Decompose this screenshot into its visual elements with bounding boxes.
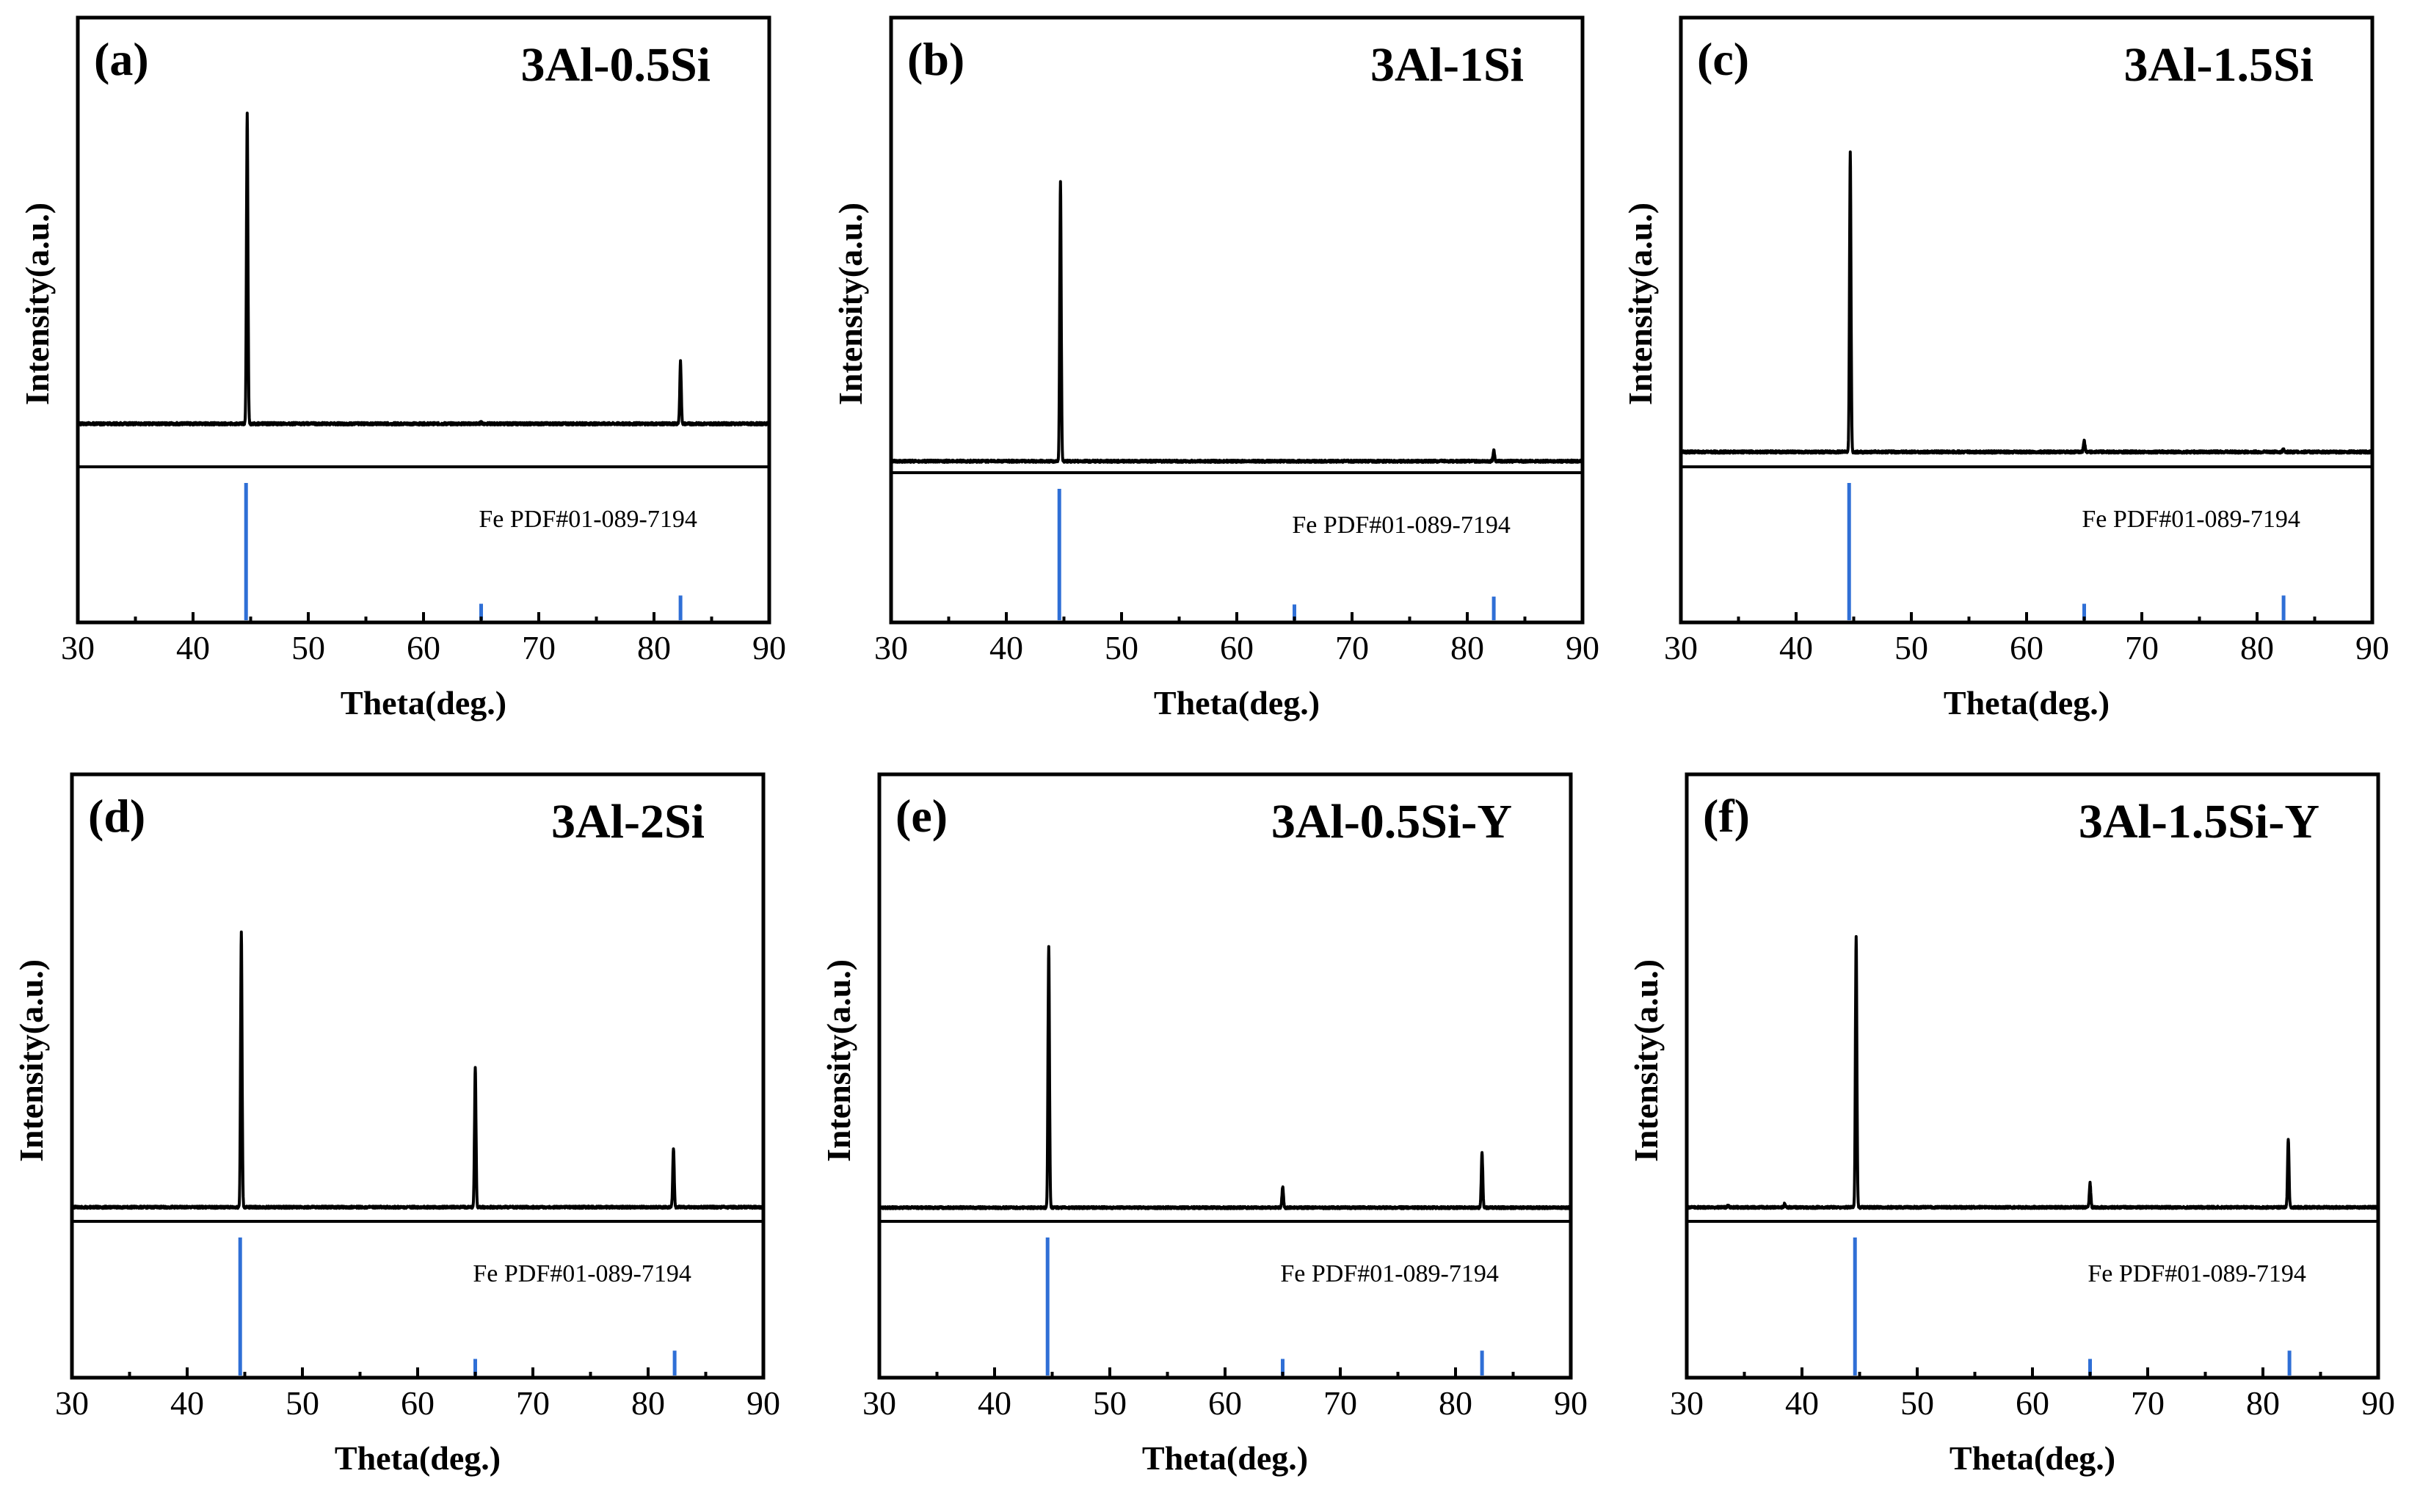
x-tick-label: 70 [516,1384,550,1422]
x-tick-label: 60 [2016,1384,2049,1422]
x-tick-label: 50 [1105,629,1138,666]
xrd-pattern-line [76,112,771,426]
reference-label: Fe PDF#01-089-7194 [2088,1260,2306,1287]
x-axis-title: Theta(deg.) [1950,1439,2115,1477]
chart-panel: Fe PDF#01-089-7194 30 40 50 60 70 80 90 Theta(de… [18,15,786,722]
panel-label: (d) [88,790,145,842]
x-tick-label: 60 [2010,629,2043,666]
chart-panel: Fe PDF#01-089-7194 30 40 50 60 70 80 90 Theta(de… [1627,772,2395,1477]
x-tick-label: 30 [1664,629,1698,666]
y-axis-title: Intensity(a.u.) [1621,203,1659,405]
y-axis-title: Intensity(a.u.) [820,959,857,1162]
panel-label: (b) [907,33,964,85]
x-tick-label: 80 [2240,629,2274,666]
y-axis-title: Intensity(a.u.) [832,203,869,405]
x-tick-label: 70 [2131,1384,2165,1422]
y-axis-title: Intensity(a.u.) [18,203,56,405]
reference-label: Fe PDF#01-089-7194 [473,1260,691,1287]
panel-label: (e) [895,790,948,842]
x-tick-label: 30 [61,629,95,666]
x-tick-label: 90 [2361,1384,2395,1422]
panel-label: (f) [1703,790,1750,842]
x-axis-title: Theta(deg.) [341,684,506,722]
x-tick-label: 70 [2125,629,2159,666]
x-tick-label: 60 [1220,629,1254,666]
x-tick-label: 90 [752,629,786,666]
x-tick-label: 40 [1779,629,1813,666]
x-tick-label: 60 [407,629,440,666]
x-tick-label: 60 [1208,1384,1242,1422]
x-tick-label: 50 [291,629,325,666]
panel-title: 3Al-0.5Si-Y [1271,795,1512,848]
x-tick-label: 80 [1450,629,1484,666]
x-tick-label: 40 [989,629,1023,666]
panel-label: (a) [94,33,149,85]
chart-panel: Fe PDF#01-089-7194 30 40 50 60 70 80 90 Theta(de… [820,772,1588,1477]
x-tick-label: 30 [874,629,908,666]
reference-label: Fe PDF#01-089-7194 [1280,1260,1499,1287]
x-tick-label: 30 [1670,1384,1704,1422]
xrd-pattern-line [70,930,765,1210]
x-tick-label: 80 [1439,1384,1472,1422]
x-tick-label: 40 [978,1384,1011,1422]
x-tick-label: 70 [1335,629,1369,666]
y-axis-title: Intensity(a.u.) [1627,959,1665,1162]
x-tick-label: 50 [1894,629,1928,666]
x-tick-label: 50 [1900,1384,1934,1422]
y-axis-title: Intensity(a.u.) [12,959,50,1162]
reference-label: Fe PDF#01-089-7194 [2082,506,2300,533]
x-tick-label: 40 [1785,1384,1819,1422]
x-tick-label: 50 [1093,1384,1127,1422]
x-tick-label: 90 [1554,1384,1588,1422]
x-tick-label: 80 [637,629,671,666]
x-tick-label: 70 [522,629,556,666]
chart-panel: Fe PDF#01-089-7194 30 40 50 60 70 80 90 Theta(de… [1621,15,2389,722]
panel-title: 3Al-1.5Si [2123,38,2314,92]
panel-label: (c) [1697,33,1749,85]
x-axis-title: Theta(deg.) [1944,684,2110,722]
chart-panel: Fe PDF#01-089-7194 30 40 50 60 70 80 90 Theta(de… [12,772,780,1477]
x-tick-label: 80 [631,1384,665,1422]
xrd-pattern-line [878,945,1572,1210]
x-tick-label: 90 [746,1384,780,1422]
x-tick-label: 90 [2355,629,2389,666]
x-tick-label: 50 [286,1384,319,1422]
x-tick-label: 40 [176,629,210,666]
x-tick-label: 70 [1323,1384,1357,1422]
chart-panel: Fe PDF#01-089-7194 30 40 50 60 70 80 90 Theta(de… [832,15,1599,722]
panel-title: 3Al-1.5Si-Y [2079,795,2319,848]
reference-label: Fe PDF#01-089-7194 [1292,512,1511,539]
panel-title: 3Al-1Si [1370,38,1524,92]
x-axis-title: Theta(deg.) [1154,684,1320,722]
x-tick-label: 90 [1566,629,1599,666]
x-axis-title: Theta(deg.) [1142,1439,1308,1477]
xrd-pattern-line [1685,935,2380,1210]
reference-label: Fe PDF#01-089-7194 [479,506,697,533]
x-tick-label: 60 [401,1384,435,1422]
x-tick-label: 30 [55,1384,89,1422]
panel-title: 3Al-0.5Si [520,38,711,92]
x-tick-label: 30 [862,1384,896,1422]
xrd-pattern-line [1679,150,2374,455]
x-tick-label: 80 [2246,1384,2280,1422]
x-axis-title: Theta(deg.) [335,1439,501,1477]
panel-title: 3Al-2Si [551,795,705,848]
x-tick-label: 40 [170,1384,204,1422]
xrd-pattern-line [890,180,1584,464]
